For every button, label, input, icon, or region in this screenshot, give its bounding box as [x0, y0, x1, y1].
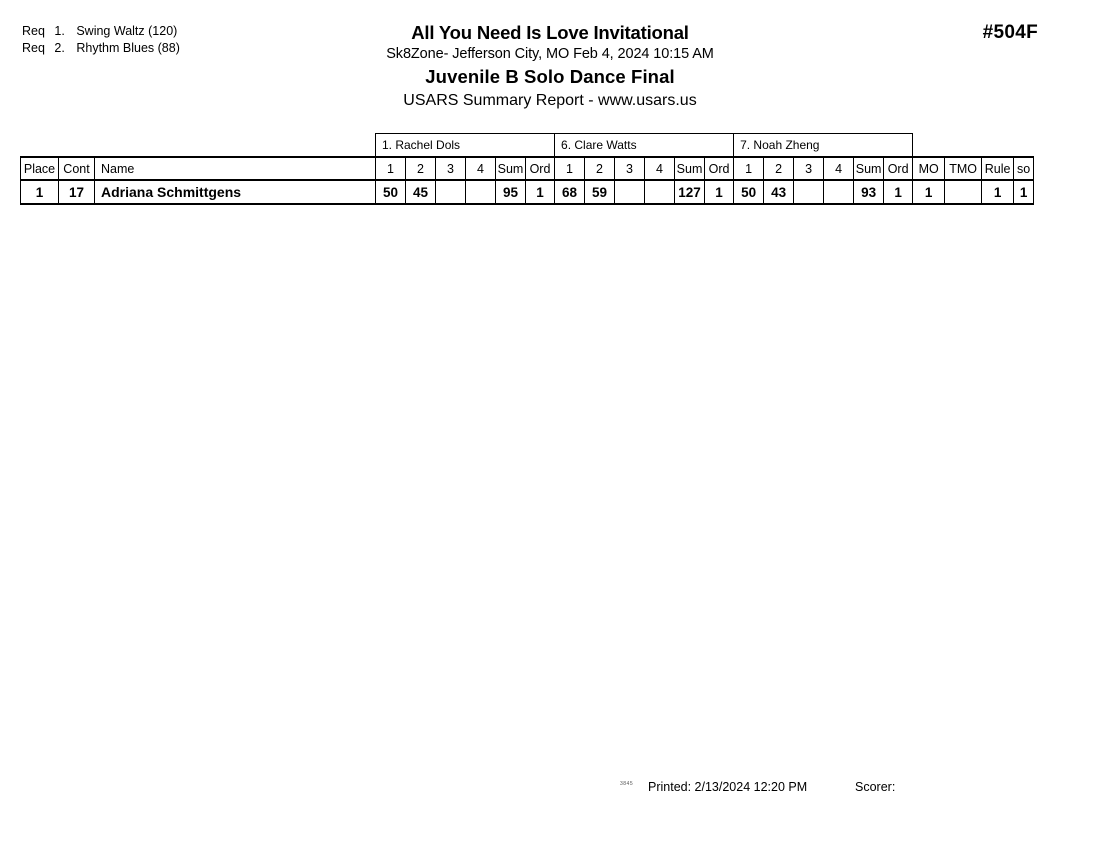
cell-judge2-seg4: [644, 179, 676, 205]
header-judge1-seg2: 2: [405, 156, 436, 181]
cell-so: 1: [1013, 179, 1035, 205]
judge-band-spacer: [21, 134, 59, 158]
header-judge1-sum: Sum: [495, 156, 526, 181]
judge-1-name: 1. Rachel Dols: [374, 133, 556, 157]
table-row: 1 17 Adriana Schmittgens 50 45 95 1 68 5…: [20, 179, 1035, 205]
header-judge1-seg3: 3: [435, 156, 466, 181]
cell-judge1-seg4: [465, 179, 496, 205]
cell-judge1-sum: 95: [495, 179, 526, 205]
cell-place: 1: [20, 179, 59, 205]
judge-band-spacer: [1014, 134, 1034, 158]
cell-judge2-seg1: 68: [554, 179, 586, 205]
cell-cont: 17: [58, 179, 95, 205]
header-judge3-seg1: 1: [733, 156, 765, 181]
judge-band-spacer: [59, 134, 95, 158]
requirement-line-1: Req 1. Swing Waltz (120): [22, 23, 180, 40]
cell-mo: 1: [912, 179, 946, 205]
header-mo: MO: [912, 156, 946, 181]
event-title: All You Need Is Love Invitational: [411, 22, 689, 43]
results-table-container: 1. Rachel Dols 6. Clare Watts 7. Noah Zh…: [20, 133, 1035, 205]
judge-2-name: 6. Clare Watts: [554, 133, 735, 157]
header-judge2-seg1: 1: [554, 156, 586, 181]
cell-judge2-seg2: 59: [584, 179, 616, 205]
requirement-name: Swing Waltz (120): [76, 24, 178, 38]
header-cont: Cont: [58, 156, 95, 181]
header-judge1-seg1: 1: [375, 156, 406, 181]
cell-judge2-seg3: [614, 179, 646, 205]
event-number: #504F: [982, 22, 1038, 43]
division-title: Juvenile B Solo Dance Final: [425, 66, 675, 87]
venue-datetime-line: Sk8Zone- Jefferson City, MO Feb 4, 2024 …: [386, 46, 714, 62]
header-judge2-ord: Ord: [704, 156, 735, 181]
header-judge1-ord: Ord: [524, 156, 556, 181]
judge-band-spacer: [982, 134, 1014, 158]
header-tmo: TMO: [944, 156, 983, 181]
header-judge2-seg2: 2: [584, 156, 616, 181]
judge-band-row: 1. Rachel Dols 6. Clare Watts 7. Noah Zh…: [21, 133, 1034, 158]
header-rule: Rule: [981, 156, 1015, 181]
cell-judge3-seg2: 43: [763, 179, 795, 205]
scorer-label: Scorer:: [855, 780, 896, 794]
cell-judge3-seg4: [823, 179, 855, 205]
header-judge2-seg4: 4: [644, 156, 676, 181]
cell-judge1-ord: 1: [524, 179, 556, 205]
judge-band-spacer: [95, 134, 376, 158]
requirements-block: Req 1. Swing Waltz (120) Req 2. Rhythm B…: [22, 23, 180, 57]
header-name: Name: [94, 156, 376, 181]
header-judge2-sum: Sum: [674, 156, 706, 181]
table-header-row: Place Cont Name 1 2 3 4 Sum Ord 1 2 3 4 …: [20, 156, 1035, 181]
judge-band-spacer: [913, 134, 945, 158]
header-place: Place: [20, 156, 59, 181]
judge-3-name: 7. Noah Zheng: [733, 133, 914, 157]
requirement-number: 1.: [54, 24, 65, 38]
header-so: so: [1013, 156, 1035, 181]
header-judge1-seg4: 4: [465, 156, 496, 181]
cell-rule: 1: [981, 179, 1015, 205]
header-judge3-seg2: 2: [763, 156, 795, 181]
cell-judge3-sum: 93: [853, 179, 885, 205]
cell-judge1-seg1: 50: [375, 179, 406, 205]
cell-judge1-seg2: 45: [405, 179, 436, 205]
header-judge2-seg3: 3: [614, 156, 646, 181]
requirement-label: Req: [22, 41, 45, 55]
judge-band-spacer: [945, 134, 982, 158]
results-table: 1. Rachel Dols 6. Clare Watts 7. Noah Zh…: [20, 133, 1035, 205]
requirement-number: 2.: [54, 41, 65, 55]
printed-timestamp: Printed: 2/13/2024 12:20 PM: [648, 780, 808, 794]
report-source-line: USARS Summary Report - www.usars.us: [403, 92, 697, 109]
requirement-label: Req: [22, 24, 45, 38]
cell-tmo: [944, 179, 983, 205]
cell-judge2-sum: 127: [674, 179, 706, 205]
header-judge3-sum: Sum: [853, 156, 885, 181]
header-judge3-ord: Ord: [883, 156, 914, 181]
requirement-name: Rhythm Blues (88): [76, 41, 180, 55]
header-judge3-seg4: 4: [823, 156, 855, 181]
cell-judge1-seg3: [435, 179, 466, 205]
cell-judge3-seg3: [793, 179, 825, 205]
requirement-line-2: Req 2. Rhythm Blues (88): [22, 40, 180, 57]
cell-judge3-seg1: 50: [733, 179, 765, 205]
header-judge3-seg3: 3: [793, 156, 825, 181]
cell-judge2-ord: 1: [704, 179, 735, 205]
cell-skater-name: Adriana Schmittgens: [94, 179, 376, 205]
cell-judge3-ord: 1: [883, 179, 914, 205]
report-header: All You Need Is Love Invitational Sk8Zon…: [0, 22, 1100, 112]
version-mark: 3845: [620, 781, 634, 787]
